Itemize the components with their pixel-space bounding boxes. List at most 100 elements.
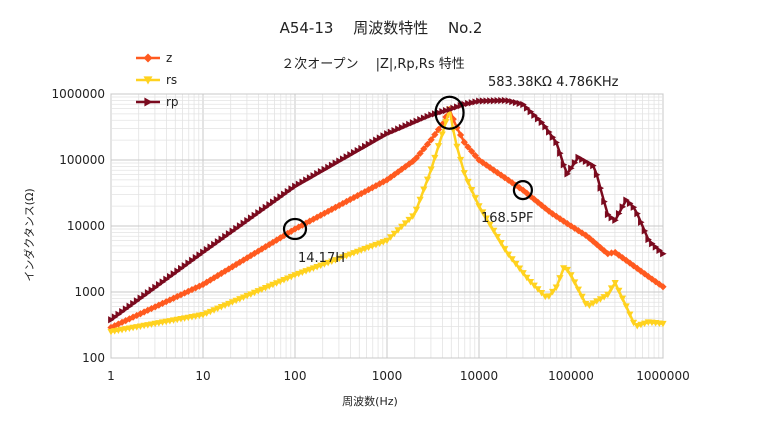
data-point-rs bbox=[401, 220, 409, 227]
data-point-rs bbox=[206, 308, 214, 316]
data-point-z bbox=[302, 219, 310, 227]
data-point-rs bbox=[530, 282, 538, 290]
data-point-z bbox=[571, 224, 579, 232]
data-point-rs bbox=[247, 291, 255, 298]
data-point-z bbox=[188, 286, 196, 294]
data-point-z bbox=[118, 318, 126, 326]
data-point-rp bbox=[593, 171, 601, 179]
data-point-rp bbox=[192, 254, 200, 262]
data-point-rp bbox=[443, 106, 450, 115]
legend-marker-rs bbox=[143, 76, 153, 85]
x-tick-label: 1000000 bbox=[636, 369, 689, 383]
data-point-z bbox=[169, 294, 178, 302]
data-point-rs bbox=[578, 293, 586, 301]
data-point-rs bbox=[250, 289, 259, 297]
data-point-rp bbox=[376, 134, 384, 142]
data-point-rp bbox=[325, 163, 332, 171]
data-point-rs bbox=[501, 246, 509, 253]
data-point-rp bbox=[339, 155, 347, 163]
data-point-rp bbox=[211, 240, 218, 248]
data-point-rp bbox=[586, 159, 593, 168]
data-point-z bbox=[228, 263, 237, 271]
data-point-rp bbox=[420, 114, 428, 122]
data-point-rp bbox=[446, 105, 454, 114]
data-point-rp bbox=[292, 182, 299, 190]
series-rs bbox=[107, 106, 667, 336]
data-point-z bbox=[541, 204, 549, 212]
data-point-z bbox=[390, 170, 398, 179]
annotations: 583.38KΩ 4.786KHz 14.17H 168.5PF bbox=[282, 75, 619, 266]
data-point-rs bbox=[273, 280, 281, 287]
data-point-rp bbox=[483, 97, 490, 105]
data-point-rp bbox=[542, 123, 549, 131]
data-point-rs bbox=[611, 280, 619, 287]
data-point-rp bbox=[270, 198, 277, 206]
highlight-circle bbox=[512, 179, 533, 201]
data-point-rp bbox=[439, 108, 446, 116]
data-point-rp bbox=[612, 216, 619, 224]
data-point-rp bbox=[579, 155, 586, 163]
data-point-z bbox=[177, 291, 185, 299]
data-point-rs bbox=[589, 300, 597, 307]
data-point-rs bbox=[460, 170, 468, 177]
data-point-z bbox=[409, 157, 417, 165]
data-point-rs bbox=[427, 166, 435, 173]
data-point-z bbox=[214, 272, 222, 280]
data-point-rp bbox=[351, 149, 358, 157]
data-point-rp bbox=[332, 159, 340, 167]
data-point-rp bbox=[365, 140, 373, 148]
data-point-z bbox=[574, 227, 582, 235]
data-point-z bbox=[192, 284, 200, 292]
data-point-rp bbox=[299, 178, 306, 186]
data-point-rp bbox=[336, 157, 343, 165]
data-point-rp bbox=[571, 159, 579, 167]
data-point-rp bbox=[200, 248, 207, 256]
data-point-rp bbox=[619, 203, 627, 211]
data-point-z bbox=[457, 131, 465, 139]
annotation-label: 168.5PF bbox=[481, 211, 534, 226]
data-point-rp bbox=[133, 297, 141, 305]
series bbox=[107, 96, 667, 336]
data-point-z bbox=[298, 221, 306, 229]
data-point-rp bbox=[645, 235, 652, 244]
data-point-rs bbox=[387, 234, 395, 241]
data-point-rp bbox=[233, 224, 240, 233]
data-point-z bbox=[626, 259, 634, 267]
data-point-rs bbox=[482, 215, 490, 222]
y-tick-label: 1000000 bbox=[52, 87, 105, 101]
data-point-rp bbox=[520, 100, 527, 109]
data-point-rs bbox=[534, 286, 542, 293]
data-point-rp bbox=[615, 209, 623, 218]
data-point-rp bbox=[428, 111, 435, 119]
highlight-circle bbox=[434, 95, 465, 130]
data-point-rp bbox=[597, 184, 605, 192]
data-point-rs bbox=[225, 300, 233, 308]
data-point-rp bbox=[152, 283, 159, 291]
data-point-rp bbox=[144, 289, 152, 297]
data-point-rs bbox=[394, 227, 402, 234]
data-point-z bbox=[225, 265, 233, 273]
data-point-rs bbox=[409, 213, 417, 220]
data-point-rs bbox=[420, 186, 428, 194]
data-point-rp bbox=[406, 120, 413, 128]
data-point-rp bbox=[306, 174, 314, 182]
data-point-rp bbox=[417, 116, 424, 124]
y-tick-label: 10000 bbox=[67, 219, 105, 233]
x-axis-label: 周波数(Hz) bbox=[342, 395, 398, 408]
data-point-rs bbox=[199, 312, 207, 319]
data-point-rp bbox=[181, 262, 189, 270]
data-point-rs bbox=[563, 266, 571, 274]
data-point-rs bbox=[552, 284, 560, 291]
data-point-z bbox=[155, 301, 163, 309]
data-point-rp bbox=[424, 112, 432, 121]
data-point-rp bbox=[163, 275, 170, 283]
data-point-rp bbox=[380, 132, 387, 140]
data-point-rp bbox=[505, 97, 513, 105]
data-point-rp bbox=[218, 235, 225, 243]
data-point-rp bbox=[141, 291, 148, 300]
data-point-z bbox=[460, 138, 468, 146]
data-point-z bbox=[641, 270, 649, 278]
data-point-rs bbox=[626, 311, 634, 319]
data-point-rp bbox=[196, 251, 203, 259]
data-point-rp bbox=[247, 214, 255, 222]
